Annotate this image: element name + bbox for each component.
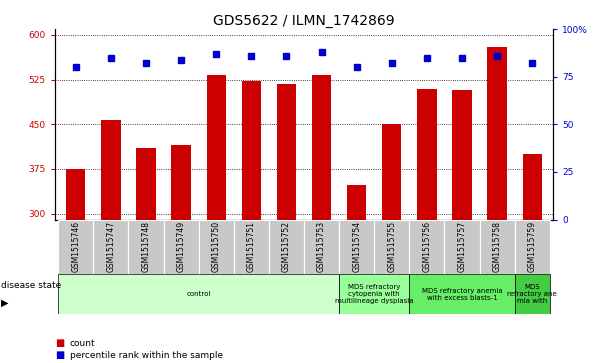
- Bar: [207, 76, 226, 363]
- Bar: [488, 47, 506, 363]
- Text: GSM1515756: GSM1515756: [423, 221, 432, 272]
- Bar: [58, 220, 94, 274]
- Bar: [164, 220, 199, 274]
- Bar: [417, 89, 437, 363]
- Bar: [304, 220, 339, 274]
- Text: GSM1515759: GSM1515759: [528, 221, 537, 272]
- Text: MDS
refractory ane
mia with: MDS refractory ane mia with: [507, 284, 557, 304]
- Text: GSM1515747: GSM1515747: [106, 221, 116, 272]
- Text: GSM1515758: GSM1515758: [492, 221, 502, 272]
- Bar: [234, 220, 269, 274]
- Bar: [374, 220, 409, 274]
- Bar: [269, 220, 304, 274]
- Bar: [480, 220, 514, 274]
- Bar: [66, 169, 86, 363]
- Title: GDS5622 / ILMN_1742869: GDS5622 / ILMN_1742869: [213, 14, 395, 28]
- Bar: [128, 220, 164, 274]
- Text: ■: ■: [55, 350, 64, 360]
- Bar: [409, 274, 514, 314]
- Bar: [339, 220, 374, 274]
- Bar: [277, 84, 296, 363]
- Bar: [347, 185, 366, 363]
- Text: percentile rank within the sample: percentile rank within the sample: [70, 351, 223, 359]
- Bar: [452, 90, 472, 363]
- Bar: [409, 220, 444, 274]
- Bar: [514, 220, 550, 274]
- Text: ▶: ▶: [1, 298, 9, 308]
- Text: GSM1515753: GSM1515753: [317, 221, 326, 272]
- Bar: [382, 124, 401, 363]
- Text: GSM1515749: GSM1515749: [176, 221, 185, 272]
- Text: GSM1515754: GSM1515754: [352, 221, 361, 272]
- Text: GSM1515757: GSM1515757: [457, 221, 466, 272]
- Bar: [102, 119, 120, 363]
- Text: control: control: [187, 291, 211, 297]
- Bar: [514, 274, 550, 314]
- Bar: [339, 274, 409, 314]
- Bar: [136, 148, 156, 363]
- Text: count: count: [70, 339, 95, 347]
- Text: GSM1515750: GSM1515750: [212, 221, 221, 272]
- Bar: [171, 145, 191, 363]
- Text: GSM1515752: GSM1515752: [282, 221, 291, 272]
- Bar: [444, 220, 480, 274]
- Bar: [94, 220, 128, 274]
- Bar: [312, 76, 331, 363]
- Text: GSM1515751: GSM1515751: [247, 221, 256, 272]
- Text: GSM1515748: GSM1515748: [142, 221, 151, 272]
- Text: GSM1515746: GSM1515746: [71, 221, 80, 272]
- Text: ■: ■: [55, 338, 64, 348]
- Bar: [522, 154, 542, 363]
- Bar: [199, 220, 234, 274]
- Text: GSM1515755: GSM1515755: [387, 221, 396, 272]
- Bar: [241, 81, 261, 363]
- Text: MDS refractory anemia
with excess blasts-1: MDS refractory anemia with excess blasts…: [422, 287, 502, 301]
- Text: MDS refractory
cytopenia with
multilineage dysplasia: MDS refractory cytopenia with multilinea…: [335, 284, 413, 304]
- Text: disease state: disease state: [1, 281, 61, 290]
- Bar: [58, 274, 339, 314]
